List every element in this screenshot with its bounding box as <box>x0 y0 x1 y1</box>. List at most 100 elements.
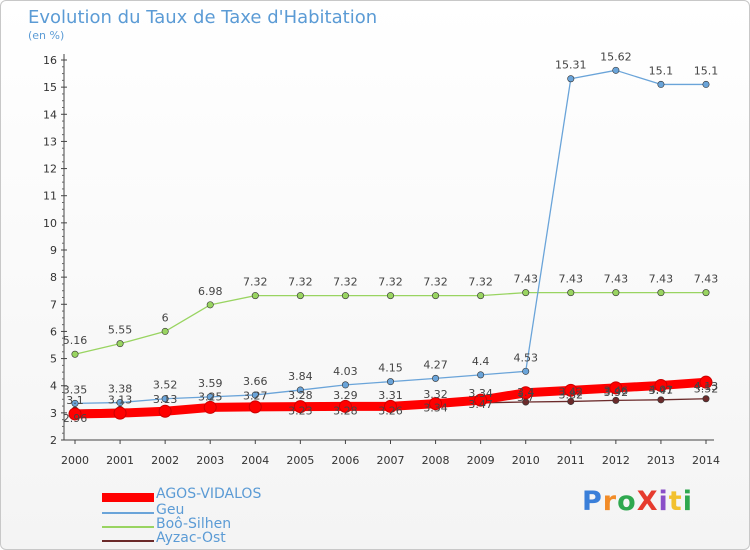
data-point <box>68 407 82 421</box>
data-label: 4.53 <box>513 351 538 364</box>
data-label: 3.26 <box>378 404 403 417</box>
data-point <box>477 371 485 379</box>
data-label: 4.4 <box>472 355 490 368</box>
data-label: 3.34 <box>468 387 493 400</box>
data-point <box>206 393 214 401</box>
data-label: 3.13 <box>108 393 133 406</box>
data-label: 4.27 <box>423 358 448 371</box>
legend-swatch <box>102 540 154 542</box>
data-point <box>612 396 620 404</box>
data-point <box>341 292 349 300</box>
data-label: 4.01 <box>649 383 674 396</box>
data-point <box>699 375 713 389</box>
y-tick-label: 16 <box>43 54 57 67</box>
y-tick-label: 7 <box>50 298 57 311</box>
data-label: 5.55 <box>108 324 133 337</box>
data-point <box>341 381 349 389</box>
data-point <box>161 327 169 335</box>
data-label: 7.32 <box>243 276 268 289</box>
x-tick-label: 2014 <box>692 454 720 467</box>
data-point <box>657 289 665 297</box>
data-label: 3.27 <box>243 390 268 403</box>
data-label: 7.43 <box>559 273 584 286</box>
data-label: 7.32 <box>378 276 403 289</box>
x-tick-label: 2011 <box>557 454 585 467</box>
data-point <box>609 381 623 395</box>
x-tick-label: 2000 <box>61 454 89 467</box>
data-point <box>522 289 530 297</box>
chart-unit: (en %) <box>28 29 65 42</box>
data-point <box>564 383 578 397</box>
data-label: 7.43 <box>604 273 629 286</box>
x-tick-label: 2010 <box>512 454 540 467</box>
data-label: 3.25 <box>198 390 223 403</box>
data-point <box>612 289 620 297</box>
data-point <box>702 395 710 403</box>
data-label: 3.31 <box>378 389 403 402</box>
data-point <box>654 378 668 392</box>
data-point <box>71 350 79 358</box>
x-tick-label: 2006 <box>331 454 359 467</box>
data-label: 15.1 <box>694 64 719 77</box>
y-tick-label: 13 <box>43 135 57 148</box>
data-point <box>474 393 488 407</box>
data-point <box>567 289 575 297</box>
x-tick-label: 2012 <box>602 454 630 467</box>
data-label: 3.47 <box>649 384 674 397</box>
x-tick-label: 2004 <box>241 454 269 467</box>
legend-label: Boô-Silhen <box>156 516 232 532</box>
data-point <box>248 400 262 414</box>
data-point <box>567 397 575 405</box>
data-point <box>432 374 440 382</box>
data-label: 3.29 <box>333 389 358 402</box>
data-point <box>251 292 259 300</box>
y-tick-label: 6 <box>50 325 57 338</box>
data-label: 3.82 <box>559 388 584 401</box>
data-label: 7.43 <box>513 273 538 286</box>
data-point <box>657 396 665 404</box>
x-tick-label: 2009 <box>467 454 495 467</box>
data-point <box>293 400 307 414</box>
data-label: 15.1 <box>649 64 674 77</box>
data-point <box>113 406 127 420</box>
data-label: 7.32 <box>468 276 493 289</box>
data-label: 6 <box>162 311 169 324</box>
data-label: 7.43 <box>694 273 719 286</box>
chart-title: Evolution du Taux de Taxe d'Habitation <box>28 7 378 28</box>
data-label: 3.92 <box>604 386 629 399</box>
x-tick-label: 2003 <box>196 454 224 467</box>
legend-label: Ayzac-Ost <box>156 530 226 546</box>
data-point <box>296 292 304 300</box>
y-tick-label: 12 <box>43 163 57 176</box>
data-label: 3.4 <box>517 386 535 399</box>
x-tick-label: 2007 <box>377 454 405 467</box>
data-point <box>702 80 710 88</box>
y-tick-label: 9 <box>50 244 57 257</box>
data-label: 3.52 <box>153 379 178 392</box>
data-point <box>702 289 710 297</box>
legend-swatch <box>102 526 154 528</box>
x-tick-label: 2005 <box>286 454 314 467</box>
data-point <box>432 292 440 300</box>
data-label: 3.59 <box>198 377 223 390</box>
data-point <box>386 378 394 386</box>
data-label: 3.28 <box>288 389 313 402</box>
data-label: 3.13 <box>153 393 178 406</box>
data-point <box>116 399 124 407</box>
data-label: 3.34 <box>423 402 448 415</box>
y-tick-label: 10 <box>43 217 57 230</box>
brand-logo: ProXiti <box>582 486 693 517</box>
y-tick-label: 3 <box>50 407 57 420</box>
data-point <box>296 386 304 394</box>
y-tick-label: 15 <box>43 81 57 94</box>
x-tick-label: 2002 <box>151 454 179 467</box>
legend-label: AGOS-VIDALOS <box>156 486 262 502</box>
data-label: 7.32 <box>423 276 448 289</box>
data-label: 3.1 <box>66 394 84 407</box>
legend-label: Geu <box>156 502 185 518</box>
data-label: 6.98 <box>198 285 223 298</box>
data-label: 3.66 <box>243 375 268 388</box>
data-label: 15.31 <box>555 59 587 72</box>
x-tick-label: 2001 <box>106 454 134 467</box>
series-line-1 <box>74 69 707 405</box>
